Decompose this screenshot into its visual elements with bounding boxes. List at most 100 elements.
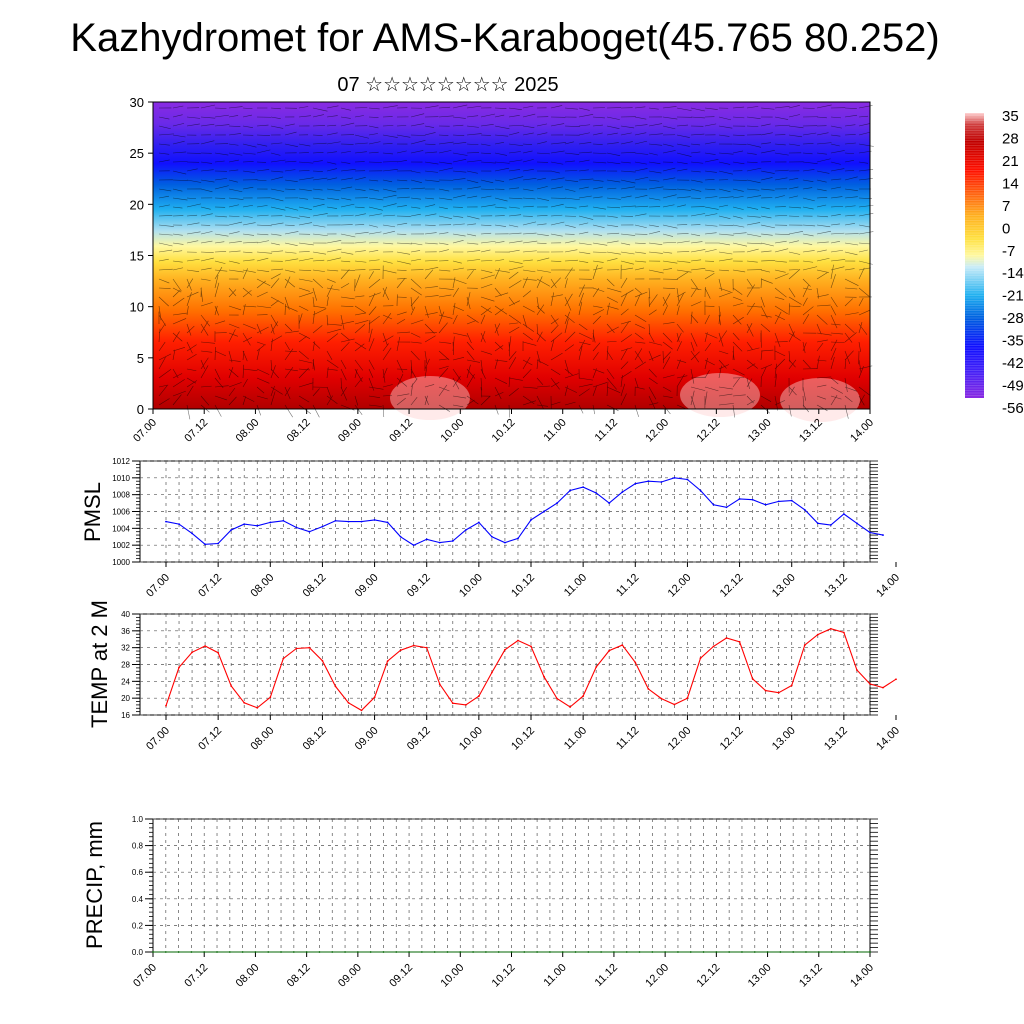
- wind-vector: [802, 224, 816, 227]
- wind-vector: [592, 368, 597, 379]
- wind-vector: [732, 368, 745, 376]
- wind-vector: [466, 395, 479, 405]
- wind-vector: [858, 249, 868, 253]
- wind-vector: [186, 385, 194, 397]
- wind-vector: [592, 186, 604, 190]
- wind-vector: [284, 206, 299, 211]
- wind-vector: [634, 116, 647, 120]
- precip-point: [267, 951, 270, 953]
- wind-vector: [508, 132, 520, 136]
- wind-vector: [564, 259, 579, 262]
- wind-vector: [844, 124, 856, 127]
- wind-vector: [200, 213, 213, 217]
- pmsl-x-tick-label: 11.00: [562, 572, 589, 599]
- wind-vector: [606, 142, 619, 145]
- precip-x-tick-label: 08.12: [285, 962, 313, 990]
- wind-vector: [788, 195, 799, 199]
- wind-vector: [284, 258, 299, 262]
- wind-vector: [564, 368, 573, 376]
- wind-vector: [172, 151, 187, 154]
- wind-vector: [256, 404, 262, 416]
- heatmap-x-tick-label: 07.12: [182, 417, 210, 445]
- wind-vector: [676, 359, 681, 370]
- wind-vector: [634, 251, 646, 254]
- wind-vector: [704, 249, 717, 253]
- wind-vector: [578, 231, 589, 235]
- wind-vector: [424, 232, 437, 235]
- wind-vector: [438, 311, 445, 325]
- wind-vector: [354, 368, 358, 379]
- wind-vector: [704, 269, 715, 272]
- wind-vector: [522, 290, 532, 298]
- precip-point: [254, 951, 257, 953]
- wind-vector: [648, 386, 657, 400]
- heatmap-x-tick-label: 10.12: [490, 417, 518, 445]
- wind-vector: [844, 287, 858, 290]
- wind-vector: [186, 231, 201, 235]
- wind-vector: [340, 296, 355, 300]
- wind-vector: [340, 177, 353, 181]
- temp-point: [165, 704, 167, 707]
- wind-vector: [382, 188, 397, 193]
- wind-vector: [396, 278, 407, 280]
- wind-vector: [564, 296, 572, 311]
- wind-vector: [634, 291, 648, 298]
- temp-point: [321, 659, 324, 662]
- wind-vector: [718, 125, 733, 129]
- temp-x-tick-label: 10.12: [509, 725, 537, 753]
- wind-vector: [788, 134, 803, 138]
- wind-vector: [830, 341, 845, 344]
- temp-point: [543, 675, 545, 678]
- wind-vector: [802, 266, 818, 271]
- wind-vector: [326, 368, 338, 371]
- wind-vector: [676, 341, 682, 352]
- pmsl-x-tick-label: 12.12: [718, 572, 746, 600]
- wind-vector: [830, 274, 836, 289]
- wind-vector: [480, 179, 494, 184]
- wind-vector: [452, 287, 459, 298]
- precip-point: [549, 951, 551, 953]
- wind-vector: [858, 168, 874, 172]
- wind-vector: [494, 179, 505, 182]
- wind-vector: [340, 197, 352, 201]
- wind-vector: [550, 161, 564, 165]
- wind-vector: [844, 188, 858, 192]
- precip-y-tick-label: 0.0: [132, 948, 144, 957]
- wind-vector: [522, 269, 536, 273]
- wind-vector: [340, 251, 354, 255]
- wind-vector: [382, 332, 388, 346]
- wind-vector: [214, 215, 228, 218]
- wind-vector: [186, 325, 195, 334]
- wind-vector: [270, 188, 285, 192]
- wind-vector: [578, 142, 592, 145]
- wind-vector: [858, 204, 874, 208]
- temp-y-tick-label: 16: [121, 711, 130, 720]
- wind-vector: [620, 205, 636, 208]
- wind-vector: [410, 378, 418, 388]
- wind-vector: [774, 400, 786, 406]
- heatmap-x-tick-label: 13.00: [746, 417, 774, 445]
- wind-vector: [270, 273, 281, 280]
- precip-x-tick-label: 10.00: [438, 962, 466, 990]
- wind-vector: [186, 269, 200, 272]
- wind-vector: [844, 170, 855, 172]
- wind-vector: [732, 341, 743, 352]
- wind-vector: [634, 377, 639, 389]
- precip-point: [292, 951, 295, 953]
- wind-vector: [396, 242, 412, 245]
- wind-vector: [494, 359, 499, 370]
- wind-vector: [648, 332, 655, 343]
- wind-vector: [466, 125, 479, 128]
- precip-point: [843, 951, 846, 953]
- wind-vector: [536, 358, 539, 370]
- wind-vector: [760, 177, 773, 181]
- wind-vector: [396, 222, 408, 226]
- wind-vector: [158, 268, 173, 271]
- wind-vector: [550, 332, 563, 343]
- wind-vector: [662, 194, 677, 199]
- wind-vector: [438, 404, 450, 412]
- wind-vector: [704, 332, 708, 343]
- wind-vector: [494, 167, 510, 172]
- wind-vector: [410, 150, 424, 154]
- wind-vector: [186, 353, 197, 361]
